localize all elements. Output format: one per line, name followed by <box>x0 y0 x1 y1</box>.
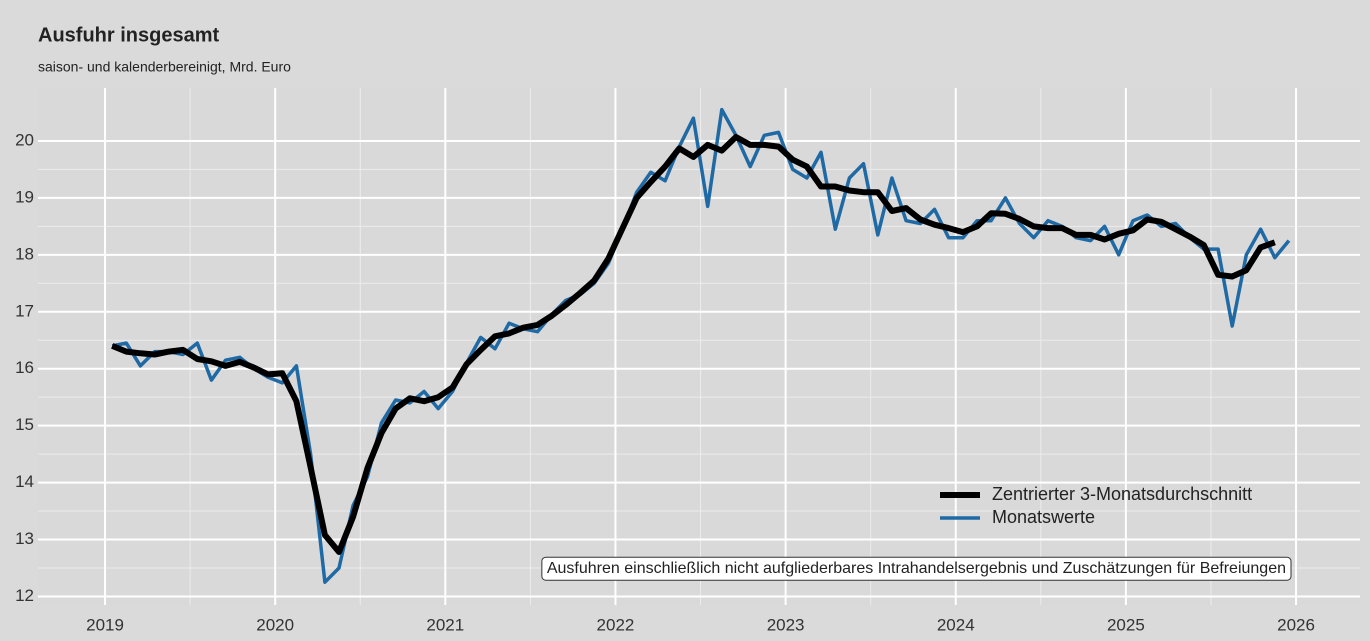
x-tick-label: 2019 <box>86 615 124 634</box>
y-tick-label: 14 <box>15 472 34 491</box>
y-tick-label: 17 <box>15 301 34 320</box>
y-tick-label: 16 <box>15 358 34 377</box>
chart-title: Ausfuhr insgesamt <box>38 24 219 46</box>
legend-label: Zentrierter 3-Monatsdurchschnitt <box>992 484 1252 504</box>
y-tick-label: 18 <box>15 244 34 263</box>
chart-subtitle: saison- und kalenderbereinigt, Mrd. Euro <box>38 59 291 75</box>
x-tick-label: 2025 <box>1107 615 1145 634</box>
y-tick-label: 12 <box>15 586 34 605</box>
y-tick-label: 20 <box>15 130 34 149</box>
legend-label: Monatswerte <box>992 507 1095 527</box>
plot-area <box>38 88 1360 605</box>
x-tick-label: 2023 <box>767 615 805 634</box>
x-tick-label: 2020 <box>256 615 294 634</box>
annotation-box <box>541 556 1292 581</box>
x-tick-label: 2026 <box>1277 615 1315 634</box>
y-tick-label: 19 <box>15 187 34 206</box>
x-tick-label: 2022 <box>597 615 635 634</box>
line-series <box>111 134 1276 555</box>
annotation: Ausfuhren einschließlich nicht aufgliede… <box>547 560 1286 577</box>
x-tick-label: 2021 <box>426 615 464 634</box>
y-tick-label: 13 <box>15 529 34 548</box>
x-tick-label: 2024 <box>937 615 975 634</box>
y-tick-label: 15 <box>15 415 34 434</box>
